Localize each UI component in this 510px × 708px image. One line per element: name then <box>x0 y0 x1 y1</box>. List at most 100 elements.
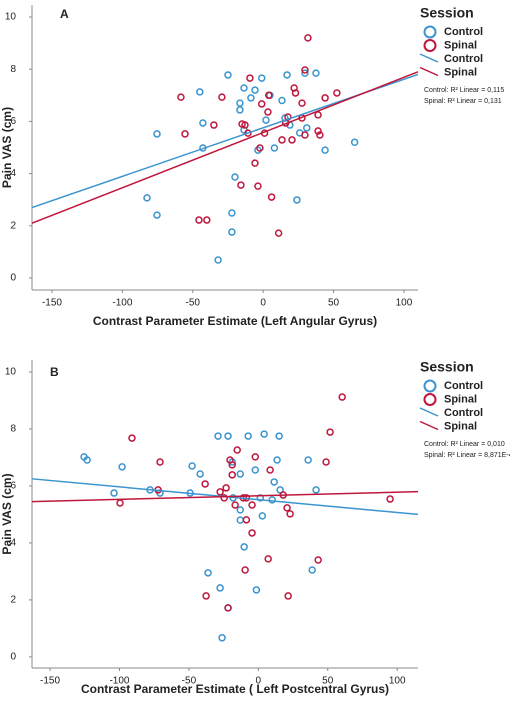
point <box>237 181 245 189</box>
point <box>218 634 226 642</box>
point <box>321 146 329 154</box>
fit-line <box>31 490 419 503</box>
point <box>246 74 254 82</box>
point <box>251 86 259 94</box>
point <box>312 69 320 77</box>
point <box>143 194 151 202</box>
point <box>199 119 207 127</box>
y-tick-label: 2 <box>10 220 16 231</box>
point <box>326 428 334 436</box>
y-tick-label: 6 <box>10 481 16 492</box>
legend-line <box>419 66 439 77</box>
panel-label: B <box>50 365 59 379</box>
point <box>248 501 256 509</box>
legend-label: Control <box>444 26 483 38</box>
x-tick-label: -150 <box>40 676 60 687</box>
legend-label: Control <box>444 407 483 419</box>
point <box>214 432 222 440</box>
point <box>260 430 268 438</box>
legend-title: Session <box>420 359 474 375</box>
point <box>116 499 124 507</box>
point <box>228 471 236 479</box>
point <box>386 495 394 503</box>
point <box>251 466 260 474</box>
point <box>240 84 248 92</box>
point <box>153 211 161 219</box>
point <box>251 159 259 167</box>
point <box>254 146 262 154</box>
point <box>264 108 272 116</box>
point <box>231 501 239 509</box>
point <box>275 432 283 440</box>
point <box>286 510 294 518</box>
legend-label: Spinal <box>444 420 477 432</box>
x-tick-label: 100 <box>389 676 406 687</box>
point <box>301 131 309 139</box>
point <box>210 121 218 129</box>
point <box>244 432 252 440</box>
y-tick-label: 0 <box>10 273 16 284</box>
legend-marker <box>423 25 437 39</box>
point <box>338 393 346 401</box>
point <box>273 456 281 464</box>
point <box>301 69 309 77</box>
point <box>293 196 301 204</box>
point <box>257 74 266 82</box>
point <box>262 116 270 124</box>
point <box>218 93 226 101</box>
legend-line <box>419 420 439 431</box>
point <box>203 216 211 224</box>
point <box>265 91 273 100</box>
x-tick-label: 100 <box>396 298 413 309</box>
legend-label: Control <box>444 53 483 65</box>
point <box>196 470 204 478</box>
point <box>308 566 316 574</box>
point <box>236 106 244 114</box>
legend-line <box>419 53 439 63</box>
point <box>156 458 164 466</box>
point <box>314 556 322 564</box>
point <box>350 138 359 147</box>
point <box>224 604 232 612</box>
point <box>270 144 279 152</box>
point <box>228 461 236 469</box>
x-tick-label: -100 <box>109 676 129 687</box>
legend-label: Control <box>444 380 483 392</box>
x-axis-title: Contrast Parameter Estimate ( Left Postc… <box>81 682 389 696</box>
y-tick-label: 8 <box>10 64 16 75</box>
y-tick-label: 0 <box>10 652 16 663</box>
point <box>283 71 291 79</box>
y-tick-label: 2 <box>10 595 16 606</box>
point <box>257 100 266 108</box>
x-tick-label: 0 <box>256 676 262 687</box>
point <box>251 453 260 461</box>
point <box>248 529 256 537</box>
point <box>110 489 118 497</box>
point <box>304 34 312 42</box>
point <box>266 466 274 474</box>
x-tick-label: -150 <box>42 298 62 309</box>
point <box>228 228 236 236</box>
point <box>224 432 232 440</box>
point <box>288 136 296 144</box>
legend-label: Spinal <box>444 39 477 51</box>
x-tick-label: -50 <box>186 298 201 309</box>
y-axis-title: Pain VAS (cm) <box>0 107 14 188</box>
point <box>214 256 222 264</box>
x-tick-label: -100 <box>112 298 132 309</box>
point <box>188 462 196 470</box>
point <box>236 470 245 478</box>
point <box>314 111 322 119</box>
x-axis-title: Contrast Parameter Estimate (Left Angula… <box>93 314 377 328</box>
point <box>267 193 276 201</box>
legend-title: Session <box>420 5 474 21</box>
point <box>195 216 203 224</box>
y-tick-label: 8 <box>10 424 16 435</box>
point <box>274 229 283 237</box>
point <box>118 463 126 471</box>
point <box>301 66 309 74</box>
y-tick-label: 10 <box>5 367 17 378</box>
point <box>83 456 91 464</box>
x-tick-label: 0 <box>260 298 266 309</box>
annotation: Spinal: R² Linear = 8,871E-4 <box>424 452 510 459</box>
